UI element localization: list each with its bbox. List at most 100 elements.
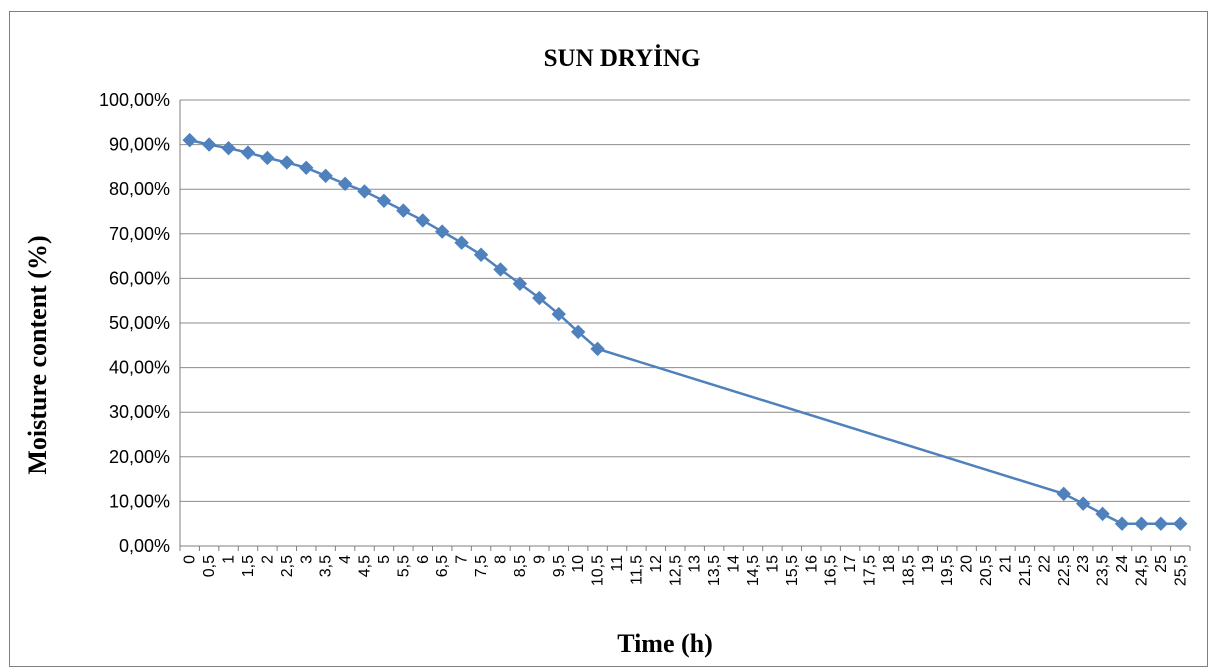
data-point-marker <box>1173 516 1188 531</box>
data-point-marker <box>1134 516 1149 531</box>
data-point-marker <box>396 203 411 218</box>
x-tick-label: 12,5 <box>667 555 684 586</box>
data-point-marker <box>590 341 605 357</box>
x-tick-label: 11,5 <box>628 555 645 585</box>
data-point-marker <box>337 176 353 192</box>
data-point-marker <box>182 132 197 148</box>
y-tick-label: 20,00% <box>109 447 170 467</box>
x-tick-label: 23,5 <box>1095 555 1112 586</box>
x-tick-label: 3,5 <box>318 555 335 577</box>
data-point-marker <box>1075 496 1091 511</box>
x-tick-label: 16 <box>803 555 820 573</box>
data-point-marker <box>279 155 295 170</box>
y-tick-label: 30,00% <box>109 402 170 422</box>
series <box>182 132 1188 531</box>
x-tick-label: 6 <box>415 555 432 564</box>
y-axis-title: Moisture content (%) <box>23 235 52 474</box>
x-tick-label: 25 <box>1153 555 1170 573</box>
y-tick-label: 0,00% <box>119 536 170 556</box>
x-tick-label: 10 <box>570 555 587 573</box>
data-point-marker <box>376 193 392 209</box>
data-point-marker <box>1095 506 1110 522</box>
data-point-marker <box>435 224 450 239</box>
data-point-marker <box>201 137 217 152</box>
x-tick-label: 4,5 <box>357 555 374 577</box>
x-tick-label: 8 <box>492 555 509 564</box>
data-point-marker <box>493 262 508 277</box>
x-axis-title: Time (h) <box>617 629 713 658</box>
y-tick-label: 60,00% <box>109 268 170 288</box>
data-point-marker <box>415 213 430 228</box>
x-tick-label: 2 <box>259 555 276 564</box>
x-tick-label: 9 <box>531 555 548 564</box>
data-point-marker <box>240 145 256 160</box>
x-tick-label: 19 <box>920 555 937 573</box>
x-tick-label: 18 <box>881 555 898 573</box>
x-tick-label: 16,5 <box>823 555 840 586</box>
data-point-marker <box>454 235 469 250</box>
x-tick-label: 23 <box>1075 555 1092 573</box>
data-point-marker <box>260 150 275 166</box>
x-tick-label: 17 <box>842 555 859 573</box>
data-point-marker <box>532 290 547 306</box>
y-tick-label: 70,00% <box>109 224 170 244</box>
data-point-marker <box>221 140 236 156</box>
data-point-marker <box>570 324 586 340</box>
series-line <box>189 138 1181 525</box>
x-tick-label: 25,5 <box>1172 555 1189 586</box>
data-point-marker <box>1114 516 1130 531</box>
x-tick-label: 1,5 <box>240 555 257 577</box>
data-point-marker <box>512 276 528 291</box>
x-tick-label: 10,5 <box>590 555 607 586</box>
x-tick-label: 6,5 <box>434 555 451 577</box>
x-tick-label: 5 <box>376 555 393 564</box>
y-tick-labels: 0,00% 10,00% 20,00% 30,00% 40,00% 50,00% 60,00… <box>99 90 170 556</box>
x-tick-label: 13 <box>687 555 704 573</box>
y-tick-label: 80,00% <box>109 179 170 199</box>
x-tick-label: 15 <box>764 555 781 573</box>
y-tick-label: 50,00% <box>109 313 170 333</box>
data-point-marker <box>1056 486 1071 502</box>
y-tick-label: 40,00% <box>109 358 170 378</box>
x-tick-label: 15,5 <box>784 555 801 586</box>
x-tick-label: 5,5 <box>395 555 412 577</box>
x-tick-label: 4 <box>337 555 354 564</box>
x-tick-label: 17,5 <box>862 555 879 586</box>
x-tick-label: 22,5 <box>1056 555 1073 586</box>
data-point-marker <box>299 160 314 175</box>
y-tick-label: 90,00% <box>109 135 170 155</box>
x-tick-label: 3 <box>298 555 315 564</box>
x-tick-label: 8,5 <box>512 555 529 577</box>
x-tick-label: 20,5 <box>978 555 995 586</box>
y-tick-label: 10,00% <box>109 491 170 511</box>
data-point-marker <box>318 168 333 184</box>
x-tick-label: 7,5 <box>473 555 490 577</box>
x-tick-label: 14 <box>726 555 743 573</box>
x-tick-label: 0 <box>182 555 199 564</box>
data-point-marker <box>1153 516 1169 531</box>
data-point-marker <box>551 306 566 322</box>
data-point-marker <box>357 184 372 199</box>
axes <box>179 100 1191 551</box>
x-tick-label: 9,5 <box>551 555 568 577</box>
y-tick-label: 100,00% <box>99 90 170 110</box>
x-tick-label: 7 <box>454 555 471 564</box>
x-tick-label: 0,5 <box>201 555 218 577</box>
x-tick-label: 13,5 <box>706 555 723 586</box>
x-tick-label: 1 <box>221 555 238 564</box>
x-tick-label: 19,5 <box>939 555 956 586</box>
chart-frame <box>9 11 1208 667</box>
x-tick-label: 12 <box>648 555 665 573</box>
data-point-marker <box>473 247 489 262</box>
x-tick-label: 2,5 <box>279 555 296 577</box>
x-tick-label: 21 <box>997 555 1014 573</box>
x-tick-labels: 0 0,5 1 1,5 2 2,5 3 3,5 4 4,5 5 5,5 6 6,5 7 7,5 8 8,5 9 9,5… <box>182 555 1190 586</box>
x-tick-label: 18,5 <box>900 555 917 586</box>
x-tick-label: 20 <box>959 555 976 573</box>
gridlines <box>180 99 1190 502</box>
x-tick-label: 11 <box>609 555 626 572</box>
x-tick-label: 24 <box>1114 555 1131 573</box>
x-tick-label: 24,5 <box>1133 555 1150 586</box>
x-tick-label: 22 <box>1036 555 1053 573</box>
